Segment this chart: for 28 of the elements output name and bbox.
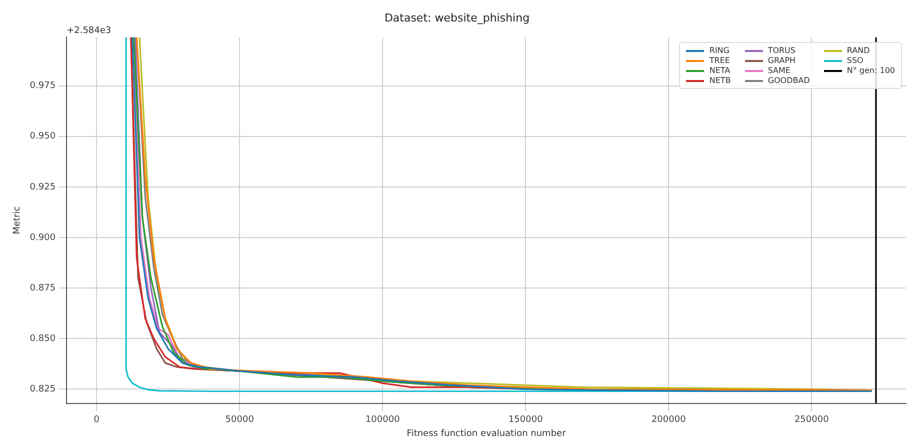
y-tick-label: 0.900 [30,232,56,243]
y-tick-label: 0.825 [30,384,56,395]
chart-title: Dataset: website_phishing [384,11,530,24]
legend-label: RAND [846,46,870,55]
x-tick-label: 150000 [508,415,544,426]
legend-label: GRAPH [768,56,796,65]
legend-label: N° gen: 100 [846,66,895,75]
y-axis-title: Metric [12,206,23,234]
y-tick-label: 0.975 [30,81,56,92]
x-tick-label: 100000 [365,415,400,426]
y-tick-label: 0.875 [30,283,56,294]
x-tick-label: 200000 [651,415,686,426]
x-axis-title: Fitness function evaluation number [406,428,566,439]
legend-label: TREE [709,56,730,65]
y-tick-label: 0.850 [30,334,56,344]
legend-label: TORUS [768,46,796,55]
y-tick-label: 0.950 [30,132,56,142]
legend-label: NETB [709,76,731,85]
text: +2.584e3 [66,26,112,36]
legend-label: SAME [768,66,790,75]
legend-label: RING [709,46,730,55]
y-tick-label: 0.925 [30,182,56,192]
x-tick-label: 0 [94,415,100,426]
x-tick-label: 50000 [225,415,254,426]
legend-label: GOODBAD [768,76,810,85]
legend-label: NETA [709,66,730,75]
x-tick-label: 250000 [794,415,830,426]
legend-label: SSO [846,56,864,65]
